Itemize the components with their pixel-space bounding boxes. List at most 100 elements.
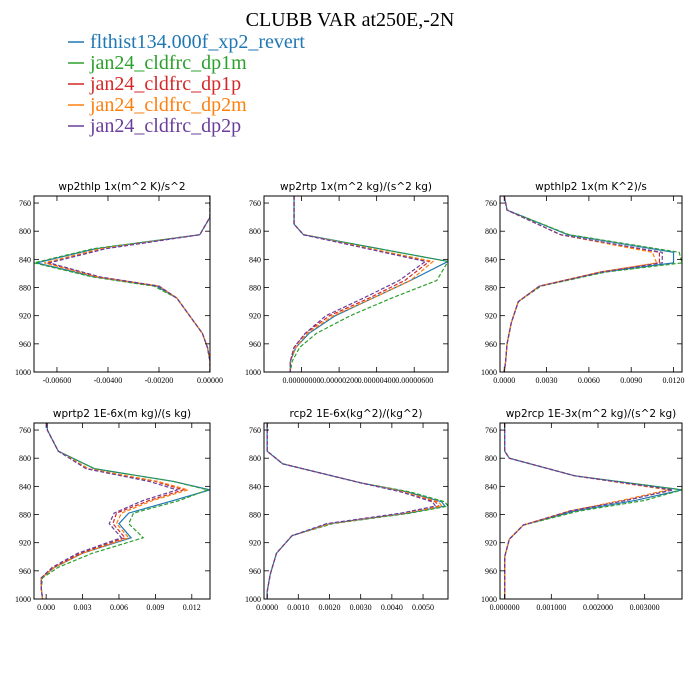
y-tick-label: 840 — [19, 255, 31, 264]
series-line — [40, 423, 186, 599]
x-tick-label: 0.001000 — [536, 603, 566, 612]
y-tick-label: 840 — [249, 255, 261, 264]
series-line — [289, 196, 427, 372]
x-tick-label: -0.00200 — [145, 376, 174, 385]
series-line — [46, 196, 210, 372]
panel-title: wp2rcp 1E-3x(m^2 kg)/(s^2 kg) — [506, 408, 677, 420]
series-line — [503, 196, 682, 372]
x-tick-label: 0.0000 — [256, 603, 278, 612]
panel: wp2rcp 1E-3x(m^2 kg)/(s^2 kg) 760 800 840 88… — [481, 408, 683, 612]
figure-title: CLUBB VAR at250E,-2N — [246, 9, 455, 31]
series-line — [44, 196, 210, 372]
y-tick-label: 760 — [485, 199, 497, 208]
plot-frame — [33, 422, 211, 600]
y-tick-label: 880 — [485, 284, 497, 293]
x-tick-label: 0.0090 — [620, 376, 642, 385]
y-tick-label: 920 — [19, 312, 31, 321]
x-tick-label: 0.003000 — [630, 603, 660, 612]
x-tick-label: 0.002000 — [583, 603, 613, 612]
series-line — [504, 423, 669, 599]
y-tick-label: 920 — [249, 312, 261, 321]
y-tick-label: 760 — [19, 199, 31, 208]
legend-label: jan24_cldfrc_dp2p — [89, 115, 241, 137]
series-line — [40, 423, 210, 599]
plot-frame — [499, 195, 683, 373]
series-line — [266, 423, 446, 599]
x-tick-label: 0.012 — [183, 603, 201, 612]
y-tick-label: 880 — [249, 284, 261, 293]
y-tick-label: 760 — [19, 426, 31, 435]
y-tick-label: 920 — [249, 539, 261, 548]
series-line — [36, 196, 210, 372]
panel: rcp2 1E-6x(kg^2)/(kg^2) 760 800 840 880 920 96… — [245, 408, 449, 612]
series-lines — [266, 423, 448, 599]
y-tick-label: 1000 — [245, 368, 261, 377]
series-line — [503, 196, 663, 372]
plot-frame — [263, 195, 449, 373]
series-lines — [40, 423, 210, 599]
y-tick-label: 880 — [249, 511, 261, 520]
series-line — [504, 423, 682, 599]
y-tick-label: 920 — [19, 539, 31, 548]
x-tick-label: 0.0050 — [412, 603, 434, 612]
x-tick-label: 0.00000 — [197, 376, 223, 385]
series-line — [289, 196, 431, 372]
y-tick-label: 800 — [249, 454, 261, 463]
series-line — [266, 423, 448, 599]
series-line — [503, 196, 675, 372]
panel: wp2rtp 1x(m^2 kg)/(s^2 kg) 760 800 840 880 92… — [245, 181, 449, 385]
x-tick-label: 0.000 — [37, 603, 55, 612]
panel-title: wprtp2 1E-6x(m kg)/(s kg) — [53, 408, 191, 420]
legend-label: jan24_cldfrc_dp1p — [89, 73, 241, 95]
plot-frame — [263, 422, 449, 600]
panel: wp2thlp 1x(m^2 K)/s^2 760 800 840 880 920 960 1… — [15, 181, 223, 385]
y-tick-label: 880 — [19, 511, 31, 520]
plot-frame — [499, 422, 683, 600]
x-tick-label: 0.0030 — [350, 603, 372, 612]
y-tick-label: 1000 — [481, 368, 497, 377]
y-tick-label: 1000 — [245, 595, 261, 604]
panel-title: rcp2 1E-6x(kg^2)/(kg^2) — [290, 408, 423, 420]
y-tick-label: 960 — [19, 567, 31, 576]
y-tick-label: 1000 — [15, 595, 31, 604]
y-tick-label: 1000 — [15, 368, 31, 377]
panel-title: wpthlp2 1x(m K^2)/s — [535, 181, 647, 193]
y-tick-label: 800 — [485, 454, 497, 463]
series-lines — [34, 196, 210, 372]
legend: flthist134.000f_xp2_revertjan24_cldfrc_d… — [68, 31, 305, 137]
series-line — [504, 423, 673, 599]
series-line — [34, 196, 210, 372]
x-tick-label: 0.0020 — [318, 603, 340, 612]
x-tick-label: -0.00400 — [94, 376, 123, 385]
y-tick-label: 960 — [19, 340, 31, 349]
y-tick-label: 760 — [249, 199, 261, 208]
series-line — [503, 196, 658, 372]
legend-label: flthist134.000f_xp2_revert — [90, 31, 305, 53]
x-tick-label: 0.0040 — [381, 603, 403, 612]
x-tick-label: 0.00000000 — [283, 376, 321, 385]
series-line — [289, 196, 448, 372]
legend-label: jan24_cldfrc_dp1m — [89, 52, 247, 74]
x-tick-label: 0.006 — [110, 603, 128, 612]
x-tick-label: -0.00600 — [43, 376, 72, 385]
x-tick-label: 0.000000 — [490, 603, 520, 612]
series-line — [289, 196, 435, 372]
series-line — [266, 423, 437, 599]
series-line — [504, 423, 673, 599]
series-line — [44, 196, 210, 372]
y-tick-label: 840 — [485, 255, 497, 264]
series-line — [40, 423, 210, 599]
y-tick-label: 920 — [485, 312, 497, 321]
series-line — [503, 196, 661, 372]
panel-title: wp2rtp 1x(m^2 kg)/(s^2 kg) — [280, 181, 432, 193]
y-tick-label: 800 — [249, 227, 261, 236]
panels: wp2thlp 1x(m^2 K)/s^2 760 800 840 880 920 960 1… — [15, 181, 685, 612]
series-lines — [289, 196, 448, 372]
panel: wpthlp2 1x(m K^2)/s 760 800 840 880 920 960 100… — [481, 181, 685, 385]
panel: wprtp2 1E-6x(m kg)/(s kg) 760 800 840 880 920… — [15, 408, 211, 612]
legend-label: jan24_cldfrc_dp2m — [89, 94, 247, 116]
y-tick-label: 760 — [485, 426, 497, 435]
y-tick-label: 960 — [249, 567, 261, 576]
x-tick-label: 0.0030 — [536, 376, 558, 385]
y-tick-label: 920 — [485, 539, 497, 548]
